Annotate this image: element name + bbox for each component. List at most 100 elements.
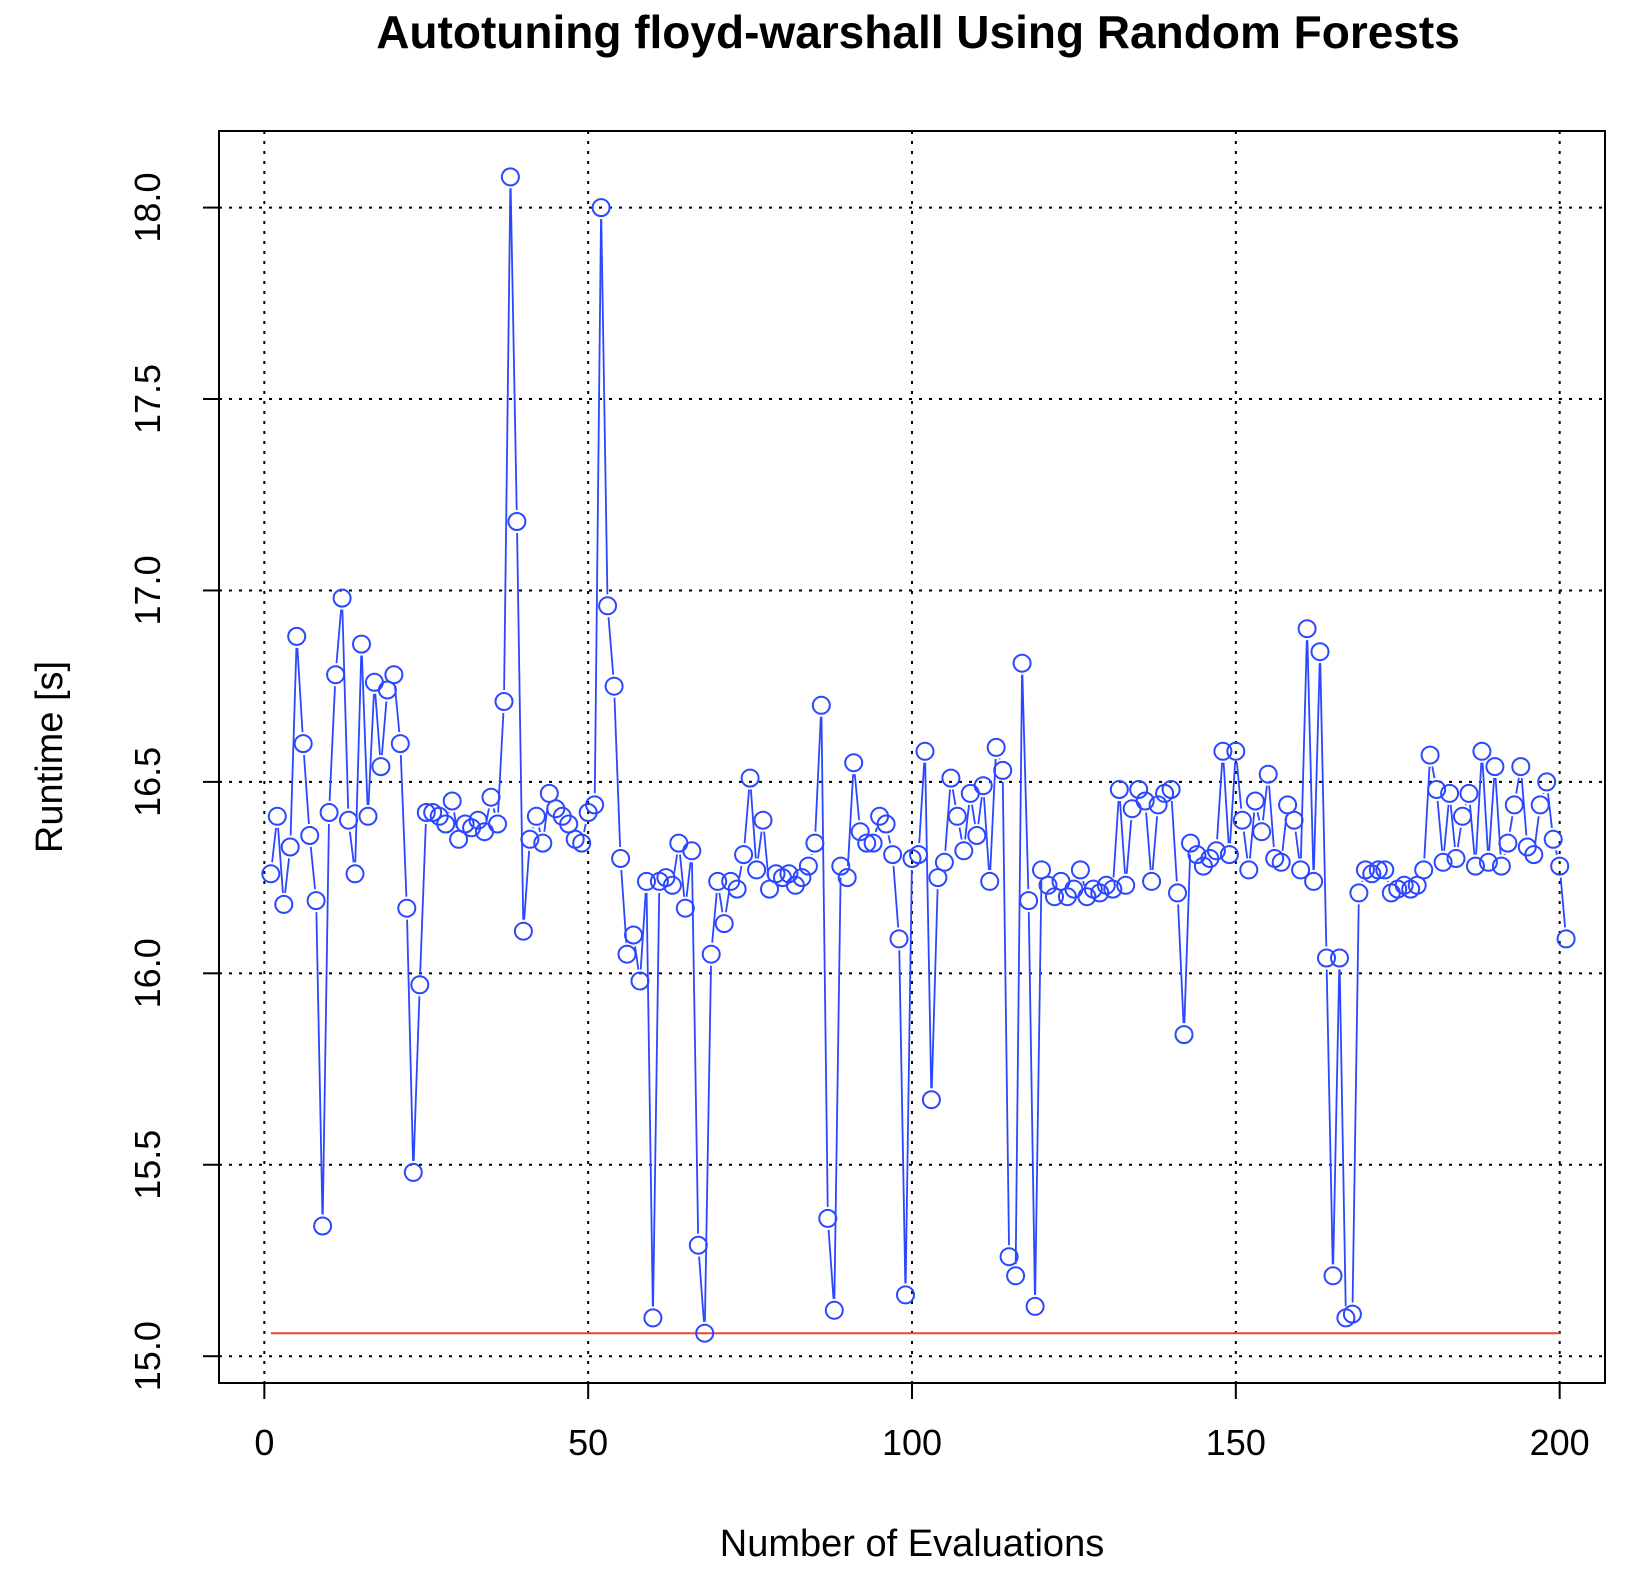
- data-point: [416, 803, 436, 822]
- series-segment: [613, 697, 621, 848]
- data-point: [1252, 822, 1272, 842]
- series-segment: [1306, 640, 1315, 870]
- data-point: [1122, 799, 1142, 819]
- series-segment: [289, 647, 298, 836]
- data-point: [300, 826, 320, 845]
- runtime-series-layer: [261, 167, 1576, 1343]
- series-segment: [1222, 762, 1230, 844]
- series-segment: [1338, 969, 1347, 1307]
- data-point: [1291, 860, 1311, 880]
- series-segment: [958, 827, 963, 840]
- data-point: [1213, 741, 1233, 761]
- data-point: [682, 841, 702, 861]
- data-point: [1297, 619, 1317, 639]
- data-point: [960, 783, 980, 803]
- series-segment: [321, 823, 330, 1215]
- series-segment: [1256, 812, 1261, 821]
- data-point: [1271, 852, 1291, 872]
- series-segment: [399, 755, 408, 897]
- data-point: [1440, 783, 1460, 803]
- data-point: [831, 856, 851, 876]
- series-segment: [538, 827, 541, 833]
- series-segment: [374, 693, 381, 756]
- series-segment: [711, 892, 718, 943]
- series-segment: [1268, 785, 1275, 848]
- series-segment: [652, 892, 661, 1307]
- x-axis-label: Number of Evaluations: [720, 1523, 1104, 1565]
- data-point: [358, 806, 378, 826]
- series-segment: [1332, 969, 1341, 1265]
- chart-title: Autotuning floyd-warshall Using Random F…: [376, 6, 1460, 58]
- data-point: [1524, 845, 1544, 865]
- data-point: [915, 741, 935, 761]
- series-segment: [1236, 762, 1243, 809]
- series-segment: [1001, 781, 1010, 1246]
- data-point: [397, 898, 417, 918]
- data-point: [695, 1323, 715, 1343]
- series-segment: [361, 655, 369, 805]
- series-segment: [1125, 820, 1133, 874]
- series-segment: [1313, 663, 1321, 870]
- y-axis: 15.0 15.5 16.0 16.5 17.0 17.5 18.0: [127, 173, 220, 1391]
- data-point: [792, 868, 812, 888]
- series-segment: [349, 831, 355, 863]
- series-segment: [335, 609, 342, 664]
- data-point: [1556, 929, 1576, 949]
- series-segment: [685, 862, 692, 897]
- data-point: [753, 810, 773, 830]
- series-segment: [1170, 800, 1178, 882]
- data-point: [837, 868, 857, 888]
- series-segment: [847, 774, 854, 867]
- data-point: [572, 833, 592, 853]
- data-point: [1219, 845, 1239, 865]
- data-point: [332, 588, 352, 608]
- series-segment: [718, 892, 724, 913]
- series-segment: [1145, 812, 1152, 871]
- data-point: [1019, 891, 1039, 911]
- data-point: [662, 875, 682, 895]
- y-tick-label: 16.5: [127, 747, 168, 817]
- y-tick-label: 15.5: [127, 1130, 168, 1200]
- data-point: [345, 864, 365, 884]
- data-point: [701, 944, 721, 964]
- x-tick-label: 50: [568, 1422, 608, 1463]
- series-segment: [1325, 969, 1334, 1265]
- data-point: [1550, 856, 1570, 876]
- data-point: [779, 864, 799, 884]
- x-tick-label: 0: [254, 1422, 274, 1463]
- series-segment: [1559, 877, 1566, 928]
- data-point: [850, 822, 870, 842]
- series-segment: [509, 188, 518, 511]
- data-point: [1174, 1025, 1194, 1045]
- series-segment: [303, 755, 310, 825]
- data-point: [1427, 780, 1447, 799]
- data-point: [339, 810, 358, 830]
- data-point: [844, 753, 864, 773]
- data-point: [675, 898, 695, 918]
- data-point: [643, 1308, 663, 1328]
- series-segment: [1508, 816, 1514, 832]
- data-point: [1206, 841, 1226, 861]
- data-point: [513, 921, 533, 941]
- data-point: [598, 596, 618, 616]
- data-point: [280, 837, 300, 857]
- series-segment: [1423, 766, 1431, 859]
- data-point: [1453, 806, 1472, 826]
- data-point: [876, 814, 896, 834]
- series-segment: [874, 827, 878, 833]
- data-point: [371, 757, 391, 777]
- data-point: [293, 734, 313, 754]
- data-point: [1459, 783, 1479, 803]
- data-point: [863, 833, 883, 853]
- data-point: [481, 787, 501, 807]
- series-segment: [1555, 850, 1558, 856]
- plot-frame: [218, 130, 1606, 1384]
- series-segment: [309, 846, 316, 890]
- data-point: [267, 806, 287, 826]
- data-point: [403, 1162, 423, 1182]
- data-point: [611, 849, 631, 868]
- series-segment: [1456, 827, 1462, 848]
- data-point: [1148, 795, 1168, 815]
- series-segment: [1515, 777, 1520, 794]
- series-segment: [964, 804, 970, 840]
